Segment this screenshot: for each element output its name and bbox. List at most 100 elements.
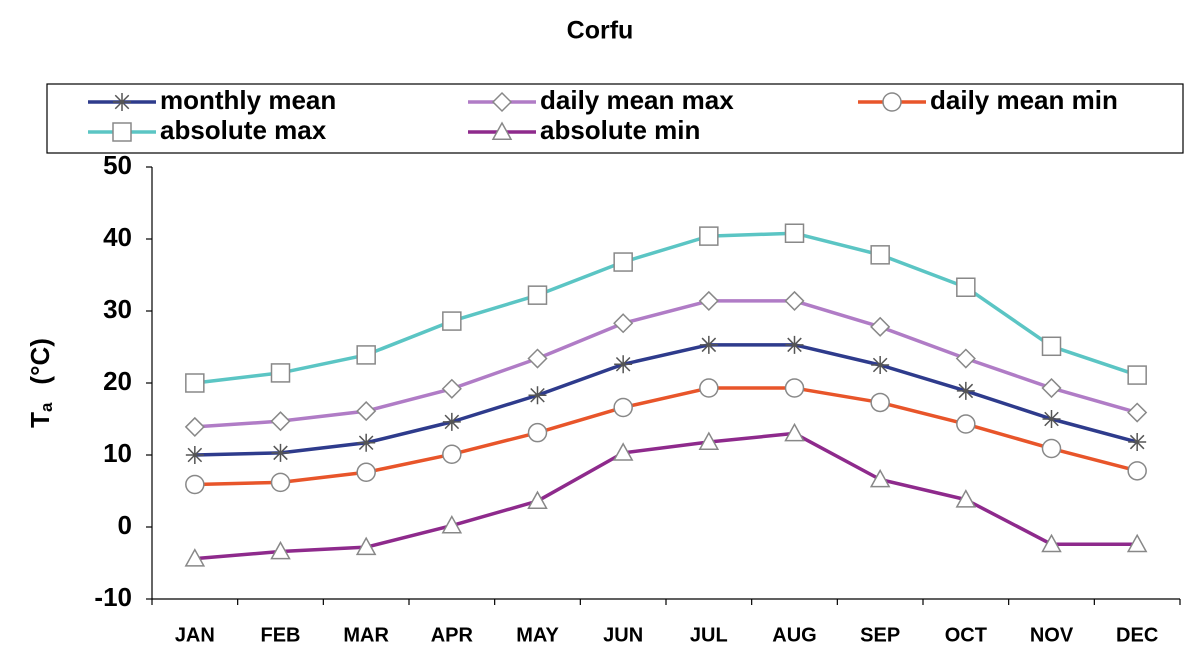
y-tick-label: 30 — [103, 294, 132, 324]
marker — [271, 443, 290, 462]
marker — [956, 381, 975, 400]
series-line — [194, 299, 1138, 429]
marker — [356, 462, 376, 483]
marker — [1042, 410, 1061, 428]
marker — [441, 378, 462, 399]
marker — [698, 290, 719, 311]
marker — [699, 226, 719, 246]
marker — [1127, 365, 1147, 385]
x-tick-label: JUN — [603, 624, 643, 646]
marker — [270, 363, 291, 383]
y-tick-label: 40 — [103, 222, 132, 252]
y-axis-label: Ta (°C) — [25, 338, 57, 428]
y-tick-label: 50 — [103, 150, 132, 180]
marker — [442, 412, 461, 431]
marker — [491, 91, 513, 113]
x-tick-label: AUG — [772, 624, 816, 646]
x-tick-label: MAY — [516, 624, 559, 646]
x-tick-label: SEP — [860, 624, 900, 646]
x-tick-label: FEB — [261, 624, 301, 646]
marker — [528, 386, 547, 405]
marker — [1127, 402, 1148, 423]
marker — [699, 335, 718, 354]
marker — [185, 474, 205, 495]
marker — [1127, 461, 1147, 481]
marker — [185, 373, 205, 393]
x-tick-label: OCT — [945, 624, 987, 646]
legend-label: daily mean min — [930, 85, 1118, 115]
marker — [1128, 433, 1147, 452]
series-line — [194, 231, 1138, 385]
marker — [613, 313, 634, 334]
marker — [356, 401, 377, 422]
legend-frame — [46, 83, 1184, 154]
series-line — [194, 343, 1138, 457]
y-label-subscript: a — [37, 402, 56, 412]
marker — [357, 433, 376, 452]
marker — [185, 446, 204, 464]
y-label-symbol: T — [25, 412, 55, 428]
marker — [355, 536, 377, 556]
marker — [184, 416, 205, 437]
chart-title: Corfu — [567, 17, 634, 45]
marker — [613, 252, 633, 272]
legend-label: absolute max — [160, 115, 327, 145]
marker — [270, 540, 291, 560]
marker — [491, 121, 513, 140]
legend-label: absolute min — [540, 115, 700, 145]
legend-label: daily mean max — [540, 85, 734, 115]
marker — [612, 442, 634, 461]
marker — [613, 397, 633, 418]
marker — [955, 489, 977, 508]
marker — [956, 277, 976, 297]
marker — [527, 422, 548, 443]
x-tick-label: APR — [431, 624, 474, 646]
marker — [870, 392, 890, 413]
marker — [1041, 336, 1062, 357]
x-tick-label: MAR — [343, 624, 389, 646]
marker — [112, 122, 132, 142]
marker — [882, 92, 902, 112]
marker — [442, 444, 462, 465]
marker — [784, 378, 805, 398]
marker — [870, 316, 891, 337]
marker — [956, 414, 976, 434]
marker — [270, 411, 291, 432]
marker — [955, 348, 976, 369]
marker — [1041, 533, 1062, 553]
y-tick-label: -10 — [94, 582, 132, 612]
marker — [113, 93, 131, 111]
y-tick-label: 10 — [103, 438, 132, 468]
marker — [184, 548, 206, 567]
x-tick-label: NOV — [1030, 624, 1074, 646]
marker — [784, 422, 805, 442]
series-line — [194, 386, 1138, 487]
marker — [870, 245, 890, 265]
marker — [614, 355, 633, 374]
y-tick-label: 0 — [118, 510, 132, 540]
x-tick-label: DEC — [1116, 624, 1158, 646]
marker — [784, 290, 805, 311]
marker — [785, 335, 804, 354]
marker — [270, 472, 291, 493]
marker — [871, 356, 890, 374]
marker — [1041, 438, 1062, 459]
series-line — [194, 431, 1138, 561]
marker — [527, 490, 548, 510]
x-tick-label: JUL — [690, 624, 728, 646]
marker — [442, 311, 462, 331]
marker — [1041, 377, 1062, 399]
marker — [356, 345, 376, 365]
marker — [698, 431, 720, 450]
marker — [1126, 533, 1148, 553]
marker — [527, 348, 548, 369]
marker — [527, 285, 548, 305]
x-tick-label: JAN — [175, 624, 215, 646]
marker — [699, 378, 719, 398]
marker — [441, 515, 463, 534]
y-label-unit: (°C) — [25, 338, 55, 385]
legend-label: monthly mean — [160, 85, 336, 115]
marker — [784, 223, 805, 243]
